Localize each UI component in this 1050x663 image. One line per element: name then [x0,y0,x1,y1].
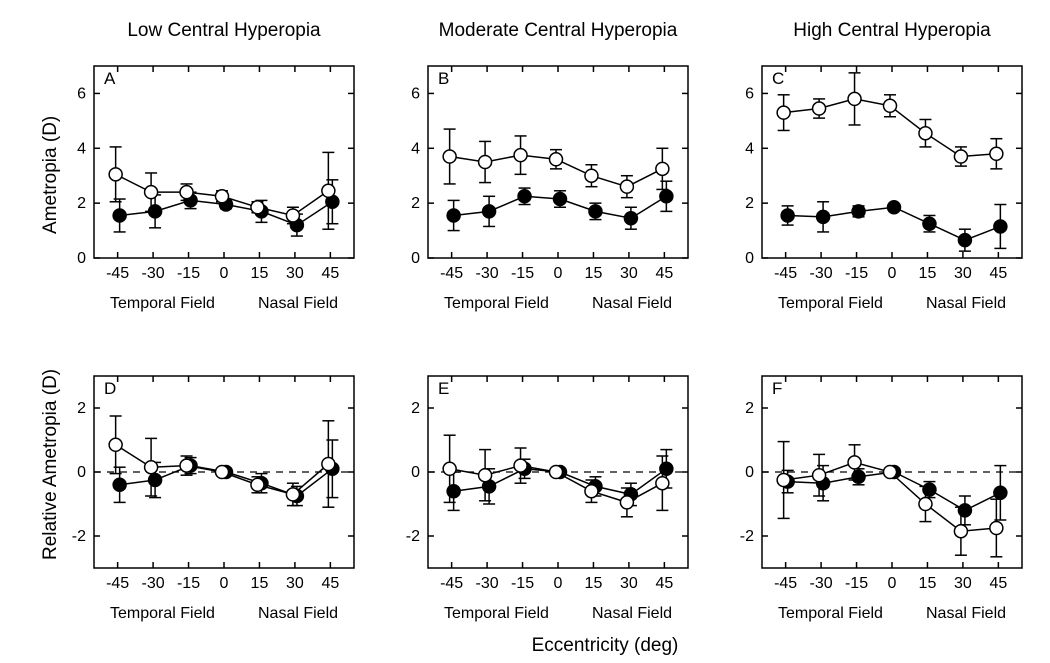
svg-text:-15: -15 [511,265,534,282]
svg-text:45: 45 [321,575,339,592]
svg-text:15: 15 [251,575,269,592]
svg-text:-30: -30 [476,575,499,592]
svg-text:D: D [104,379,116,398]
svg-text:-15: -15 [845,575,868,592]
svg-text:-15: -15 [177,265,200,282]
svg-text:45: 45 [655,265,673,282]
svg-text:30: 30 [954,265,972,282]
panel-e: -45 -30 -15 0 15 30 45 -2 0 2 E [378,366,708,608]
svg-text:E: E [438,379,449,398]
svg-text:-30: -30 [142,575,165,592]
svg-text:30: 30 [286,575,304,592]
svg-text:6: 6 [411,85,420,102]
svg-text:2: 2 [411,195,420,212]
svg-text:0: 0 [77,250,86,267]
svg-text:0: 0 [411,250,420,267]
svg-text:-45: -45 [440,575,463,592]
panel-c: -45 -30 -15 0 15 30 45 0 2 4 6 C [712,56,1042,298]
svg-text:0: 0 [77,464,86,481]
svg-text:-15: -15 [177,575,200,592]
svg-text:-45: -45 [106,265,129,282]
nasal-field-label: Nasal Field [258,605,338,623]
svg-text:0: 0 [554,575,563,592]
svg-text:15: 15 [919,265,937,282]
svg-text:A: A [104,69,116,88]
svg-text:6: 6 [745,85,754,102]
svg-text:6: 6 [77,85,86,102]
svg-text:0: 0 [554,265,563,282]
svg-text:-2: -2 [406,528,420,545]
temporal-field-label: Temporal Field [110,605,215,623]
temporal-field-label: Temporal Field [110,295,215,313]
svg-text:45: 45 [989,265,1007,282]
svg-text:45: 45 [321,265,339,282]
column-title: High Central Hyperopia [747,20,1037,42]
svg-text:0: 0 [745,250,754,267]
svg-text:30: 30 [286,265,304,282]
nasal-field-label: Nasal Field [926,295,1006,313]
nasal-field-label: Nasal Field [258,295,338,313]
svg-text:15: 15 [919,575,937,592]
svg-text:2: 2 [745,195,754,212]
temporal-field-label: Temporal Field [778,605,883,623]
svg-text:-30: -30 [810,575,833,592]
svg-text:-2: -2 [72,528,86,545]
panel-b: -45 -30 -15 0 15 30 45 0 2 4 6 B [378,56,708,298]
svg-text:-30: -30 [142,265,165,282]
svg-text:30: 30 [954,575,972,592]
column-title: Low Central Hyperopia [79,20,369,42]
nasal-field-label: Nasal Field [926,605,1006,623]
column-title: Moderate Central Hyperopia [413,20,703,42]
svg-text:2: 2 [745,400,754,417]
temporal-field-label: Temporal Field [444,605,549,623]
panel-f: -45 -30 -15 0 15 30 45 -2 0 2 F [712,366,1042,608]
svg-text:-30: -30 [810,265,833,282]
svg-text:-15: -15 [845,265,868,282]
svg-text:4: 4 [77,140,86,157]
svg-text:-15: -15 [511,575,534,592]
panel-d: -45 -30 -15 0 15 30 45 -2 0 2 D [44,366,374,608]
svg-text:-30: -30 [476,265,499,282]
svg-text:45: 45 [989,575,1007,592]
svg-text:-2: -2 [740,528,754,545]
svg-text:30: 30 [620,575,638,592]
nasal-field-label: Nasal Field [592,605,672,623]
nasal-field-label: Nasal Field [592,295,672,313]
svg-text:2: 2 [77,400,86,417]
svg-text:45: 45 [655,575,673,592]
svg-text:-45: -45 [440,265,463,282]
svg-text:F: F [772,379,782,398]
svg-text:4: 4 [411,140,420,157]
svg-text:15: 15 [585,265,603,282]
svg-text:0: 0 [888,265,897,282]
svg-text:30: 30 [620,265,638,282]
svg-text:4: 4 [745,140,754,157]
svg-text:2: 2 [77,195,86,212]
svg-text:0: 0 [888,575,897,592]
svg-text:-45: -45 [106,575,129,592]
svg-text:15: 15 [585,575,603,592]
figure-container: Low Central Hyperopia Moderate Central Hy… [0,0,1050,663]
temporal-field-label: Temporal Field [444,295,549,313]
svg-text:15: 15 [251,265,269,282]
svg-text:B: B [438,69,449,88]
temporal-field-label: Temporal Field [778,295,883,313]
svg-text:-45: -45 [774,265,797,282]
svg-text:-45: -45 [774,575,797,592]
panel-a: -45 -30 -15 0 15 30 45 0 2 4 6 A [44,56,374,298]
svg-text:0: 0 [745,464,754,481]
svg-text:C: C [772,69,784,88]
svg-text:0: 0 [220,575,229,592]
x-axis-label: Eccentricity (deg) [455,635,755,657]
svg-text:0: 0 [411,464,420,481]
svg-text:0: 0 [220,265,229,282]
svg-text:2: 2 [411,400,420,417]
